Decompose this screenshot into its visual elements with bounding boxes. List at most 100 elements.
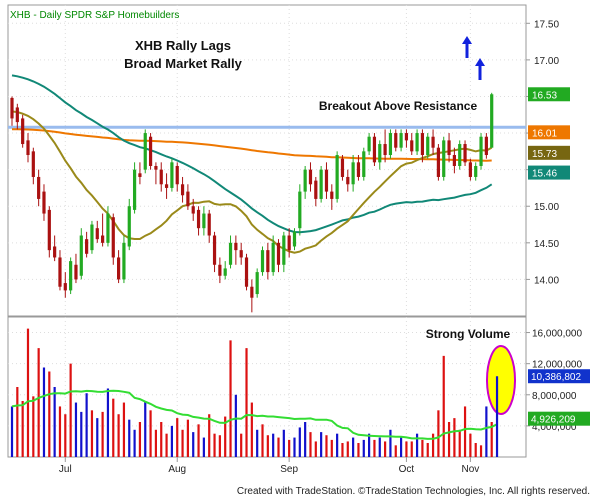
- volume-panel-frame: [7, 316, 527, 458]
- annotation-title-line1: XHB Rally Lags: [135, 38, 231, 53]
- price-tick-label: 17.00: [534, 56, 559, 67]
- badge-ma50-bg: [528, 165, 570, 180]
- badge-volume-bg: [528, 369, 590, 384]
- badge-ma200: 16.01: [532, 128, 557, 139]
- candle-body: [314, 180, 318, 199]
- candle-body: [490, 94, 494, 148]
- candle-body: [239, 250, 243, 258]
- candle-body: [143, 133, 147, 170]
- candle-body: [394, 133, 398, 148]
- candle-body: [244, 257, 249, 287]
- candle-body: [436, 147, 440, 177]
- candle-body: [362, 151, 366, 177]
- candle-body: [117, 257, 121, 280]
- month-tick-label: Nov: [461, 464, 479, 475]
- grid-layer: [8, 5, 526, 457]
- candles: [10, 92, 494, 313]
- candle-body: [447, 140, 451, 156]
- candle-body: [474, 165, 478, 177]
- candle-body: [31, 151, 35, 177]
- month-tick-label: Jul: [59, 464, 72, 475]
- badge-volume-ma-bg: [528, 411, 590, 426]
- price-tick-label: 14.00: [534, 275, 559, 286]
- candle-body: [404, 133, 409, 141]
- candle-body: [63, 283, 67, 291]
- candle-body: [21, 118, 25, 145]
- annotation-title-line2: Broad Market Rally: [124, 56, 243, 71]
- candle-body: [340, 158, 345, 177]
- chart-header: XHB - Daily SPDR S&P Homebuilders: [10, 10, 179, 21]
- candle-body: [463, 144, 467, 163]
- volume-bars: [10, 328, 493, 457]
- volume-average: [11, 389, 498, 440]
- candle-body: [212, 235, 217, 265]
- badge-volume: 10,386,802: [531, 372, 581, 383]
- candle-body: [420, 133, 425, 156]
- candle-body: [330, 191, 334, 199]
- candle-body: [250, 286, 254, 298]
- candle-body: [186, 191, 190, 207]
- candle-body: [101, 235, 105, 243]
- badge-volume-ma: 4,926,209: [531, 415, 576, 426]
- price-tick-label: 15.00: [534, 202, 559, 213]
- candle-body: [351, 162, 355, 185]
- candle-body: [90, 224, 94, 251]
- candle-body: [367, 136, 371, 152]
- candle-body: [10, 97, 14, 119]
- candle-body: [58, 257, 62, 287]
- candle-body: [79, 235, 83, 276]
- price-tick-label: 17.50: [534, 19, 559, 30]
- candle-body: [95, 228, 99, 240]
- month-tick-label: Aug: [168, 464, 186, 475]
- candle-body: [170, 162, 174, 188]
- candle-body: [372, 136, 377, 163]
- candle-body: [378, 144, 382, 163]
- volume-highlight-ellipse: [486, 345, 516, 415]
- moving-averages: [11, 74, 493, 254]
- month-tick-label: Sep: [280, 464, 298, 475]
- candle-body: [180, 184, 185, 196]
- candle-body: [234, 242, 238, 251]
- candle-body: [85, 239, 89, 254]
- candle-body: [132, 169, 137, 210]
- candle-body: [138, 173, 142, 177]
- candle-body: [319, 169, 323, 199]
- candle-body: [452, 155, 456, 166]
- candle-body: [266, 250, 270, 273]
- candle-body: [303, 169, 307, 192]
- candle-body: [127, 206, 131, 247]
- candle-body: [276, 242, 281, 265]
- candle-body: [175, 165, 179, 185]
- candle-body: [383, 144, 387, 156]
- candle-body: [207, 213, 211, 236]
- candle-body: [287, 235, 291, 251]
- volume-tick-label: 4,000,000: [532, 422, 577, 433]
- candle-body: [159, 169, 163, 185]
- candle-body: [191, 206, 195, 214]
- candle-body: [335, 155, 339, 199]
- annotation-breakout: Breakout Above Resistance: [319, 99, 478, 113]
- up-arrow-icon: [475, 58, 485, 80]
- candle-body: [255, 272, 259, 295]
- candle-body: [308, 169, 313, 185]
- candle-body: [410, 140, 414, 152]
- candle-body: [484, 136, 488, 156]
- candle-body: [69, 261, 73, 291]
- candle-body: [15, 107, 19, 123]
- candle-body: [223, 268, 227, 276]
- candle-body: [148, 136, 153, 166]
- volume-tick-label: 12,000,000: [532, 360, 582, 371]
- candle-body: [47, 209, 51, 251]
- candle-body: [292, 231, 297, 247]
- volume-tick-label: 16,000,000: [532, 329, 582, 340]
- value-badges: 16.5316.0115.5015.7315.4610,386,8024,926…: [528, 87, 590, 426]
- candle-body: [37, 176, 41, 199]
- candle-body: [356, 162, 361, 177]
- candle-body: [111, 217, 115, 258]
- badge-ma50: 15.46: [532, 169, 557, 180]
- volume-ma-line: [11, 389, 498, 440]
- candle-body: [426, 136, 430, 156]
- footer-credit: Created with TradeStation. ©TradeStation…: [237, 486, 590, 497]
- candle-body: [442, 140, 446, 177]
